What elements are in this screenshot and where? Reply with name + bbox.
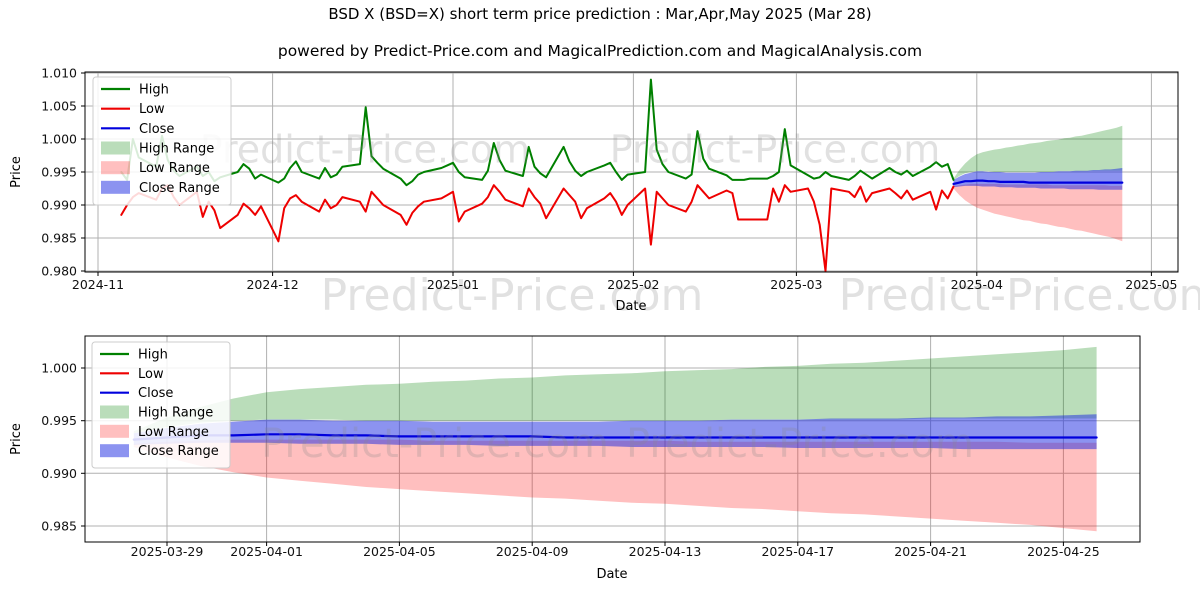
high-range-band: [953, 125, 1123, 180]
svg-text:1.010: 1.010: [41, 66, 77, 81]
legend: High Low Close High Range Low Range Close Ran…: [92, 76, 232, 206]
high-range-band: [133, 346, 1097, 434]
legend-label: High Range: [138, 406, 213, 421]
svg-text:2025-04-13: 2025-04-13: [629, 544, 702, 559]
low-range-band: [953, 183, 1123, 242]
low-range-band: [133, 439, 1097, 532]
y-axis-label: Price: [9, 156, 24, 188]
legend-close-range-sample: [101, 180, 130, 194]
svg-text:2025-05: 2025-05: [1125, 277, 1177, 292]
watermark-text: Predict-Price.com: [261, 421, 609, 467]
chart-subtitle: powered by Predict-Price.com and Magical…: [277, 42, 923, 60]
svg-text:0.990: 0.990: [41, 466, 77, 481]
svg-text:1.005: 1.005: [41, 99, 77, 114]
low-line: [120, 184, 955, 272]
svg-text:2025-04-21: 2025-04-21: [894, 544, 967, 559]
svg-text:1.000: 1.000: [41, 361, 77, 376]
legend-label: Low Range: [139, 161, 210, 176]
legend-label: Close Range: [139, 181, 220, 196]
gridlines: [85, 72, 1178, 272]
close-line: [132, 433, 1098, 441]
watermark-text: Predict-Price.com: [321, 270, 704, 321]
svg-text:2024-12: 2024-12: [246, 277, 298, 292]
legend-low-range-sample: [100, 424, 129, 438]
svg-text:2025-04-09: 2025-04-09: [496, 544, 569, 559]
legend-label: High: [139, 83, 169, 98]
svg-text:0.980: 0.980: [41, 264, 77, 279]
legend-high-range-sample: [100, 405, 129, 419]
x-axis-label: Date: [596, 567, 627, 582]
svg-text:2025-04-25: 2025-04-25: [1027, 544, 1100, 559]
svg-text:0.995: 0.995: [41, 413, 77, 428]
legend-label: High Range: [139, 142, 214, 157]
x-axis: 2025-03-29 2025-04-01 2025-04-05 2025-04-09…: [131, 542, 1100, 559]
high-line: [120, 78, 955, 187]
forecast-chart: Predict-Price.com Predict-Price.com 2025-0…: [9, 335, 1141, 582]
svg-text:2025-03: 2025-03: [770, 277, 822, 292]
legend: High Low Close High Range Low Range Close Ran…: [91, 341, 231, 469]
legend-label: Low: [139, 102, 165, 117]
legend-label: Close: [139, 122, 174, 137]
watermark-text: Predict-Price.com: [200, 128, 531, 172]
legend-low-range-sample: [101, 161, 130, 175]
y-axis: 1.000 0.995 0.990 0.985: [41, 361, 85, 534]
legend-high-range-sample: [101, 141, 130, 155]
legend-label: Low: [138, 367, 164, 382]
close-range-band: [953, 168, 1123, 190]
close-line: [952, 179, 1124, 185]
watermark-text: Predict-Price.com: [839, 270, 1200, 321]
svg-text:2025-01: 2025-01: [427, 277, 479, 292]
svg-text:0.995: 0.995: [41, 165, 77, 180]
legend-close-range-sample: [100, 444, 129, 458]
watermark-text: Predict-Price.com: [610, 128, 941, 172]
svg-text:2025-04-01: 2025-04-01: [230, 544, 303, 559]
watermark-text: Predict-Price.com: [626, 421, 974, 467]
close-range-band: [133, 414, 1097, 450]
y-axis-label: Price: [9, 423, 24, 455]
svg-text:0.985: 0.985: [41, 519, 77, 534]
svg-text:0.990: 0.990: [41, 198, 77, 213]
svg-text:2025-02: 2025-02: [607, 277, 659, 292]
x-axis-label: Date: [615, 299, 646, 314]
plot-border: [84, 335, 1141, 543]
legend-label: Close: [138, 386, 173, 401]
chart-title: BSD X (BSD=X) short term price predictio…: [328, 5, 872, 23]
svg-text:2024-11: 2024-11: [72, 277, 124, 292]
svg-text:1.000: 1.000: [41, 132, 77, 147]
svg-text:2025-04: 2025-04: [951, 277, 1003, 292]
x-axis: 2024-11 2024-12 2025-01 2025-02 2025-03 2025-…: [72, 272, 1178, 292]
legend-label: Low Range: [138, 425, 209, 440]
svg-text:2025-04-17: 2025-04-17: [761, 544, 834, 559]
svg-text:0.985: 0.985: [41, 231, 77, 246]
legend-label: High: [138, 348, 168, 363]
history-chart: Predict-Price.com Predict-Price.com Predic…: [9, 66, 1200, 322]
svg-text:2025-04-05: 2025-04-05: [363, 544, 436, 559]
svg-text:2025-03-29: 2025-03-29: [131, 544, 204, 559]
legend-label: Close Range: [138, 444, 219, 459]
y-axis: 1.010 1.005 1.000 0.995 0.990 0.985 0.980: [41, 66, 85, 279]
